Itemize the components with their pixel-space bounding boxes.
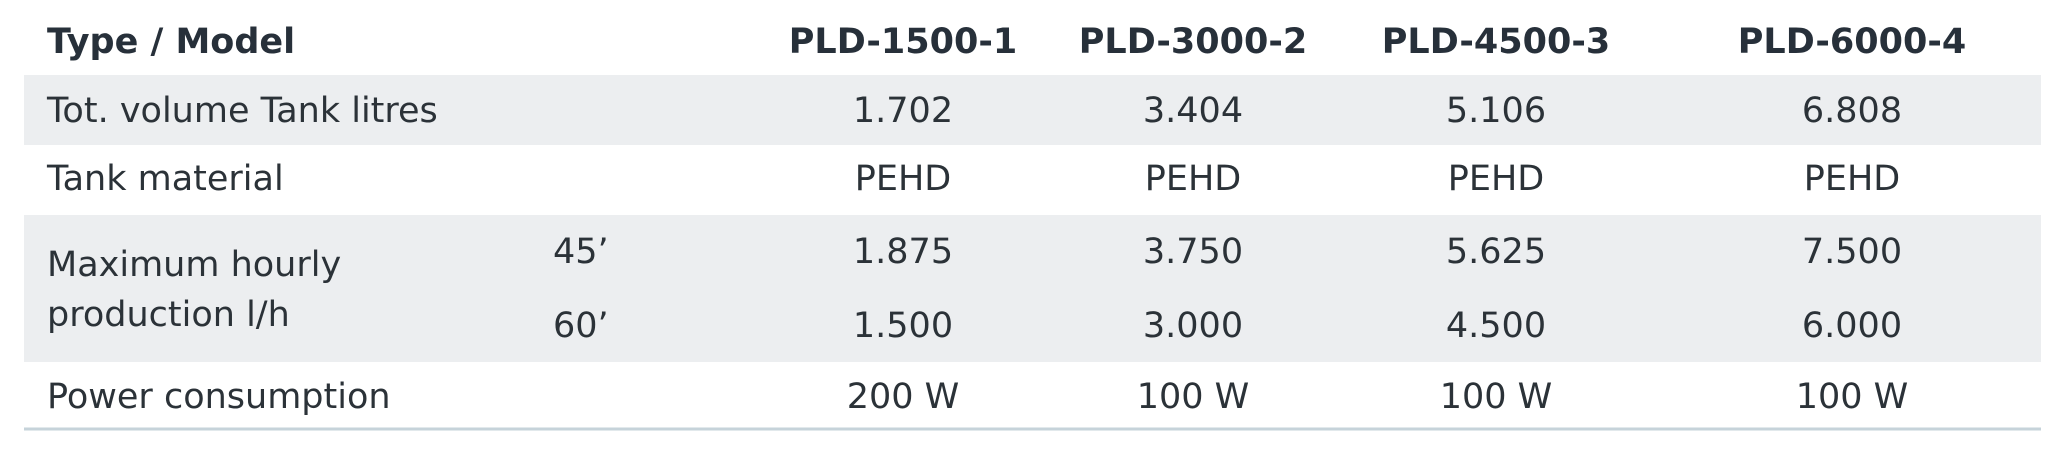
- cell: 100 W: [1796, 377, 1909, 417]
- column-header: Type / Model: [47, 22, 295, 62]
- row-label: production l/h: [47, 295, 290, 335]
- column-header: PLD-4500-3: [1382, 22, 1610, 62]
- cell: PEHD: [855, 159, 952, 199]
- cell: 4.500: [1446, 306, 1546, 346]
- cell: 200 W: [847, 377, 960, 417]
- cell: 3.000: [1143, 306, 1243, 346]
- cell: 5.625: [1446, 232, 1546, 272]
- sub-label: 60’: [553, 306, 609, 346]
- cell: 5.106: [1446, 91, 1546, 131]
- cell: PEHD: [1804, 159, 1901, 199]
- row-background: [24, 75, 2041, 145]
- cell: 6.808: [1802, 91, 1902, 131]
- column-header: PLD-3000-2: [1079, 22, 1307, 62]
- cell: PEHD: [1145, 159, 1242, 199]
- cell: 1.500: [853, 306, 953, 346]
- column-header: PLD-6000-4: [1738, 22, 1966, 62]
- cell: 100 W: [1137, 377, 1250, 417]
- row-label: Tot. volume Tank litres: [46, 91, 438, 131]
- row-background: [24, 215, 2041, 362]
- row-label: Tank material: [46, 159, 284, 199]
- cell: 7.500: [1802, 232, 1902, 272]
- column-header: PLD-1500-1: [789, 22, 1017, 62]
- sub-label: 45’: [553, 232, 609, 272]
- cell: 3.750: [1143, 232, 1243, 272]
- cell: 1.702: [853, 91, 953, 131]
- cell: 6.000: [1802, 306, 1902, 346]
- cell: 3.404: [1143, 91, 1243, 131]
- cell: 1.875: [853, 232, 953, 272]
- cell: PEHD: [1448, 159, 1545, 199]
- row-label: Power consumption: [47, 377, 391, 417]
- cell: 100 W: [1440, 377, 1553, 417]
- row-label: Maximum hourly: [47, 245, 341, 285]
